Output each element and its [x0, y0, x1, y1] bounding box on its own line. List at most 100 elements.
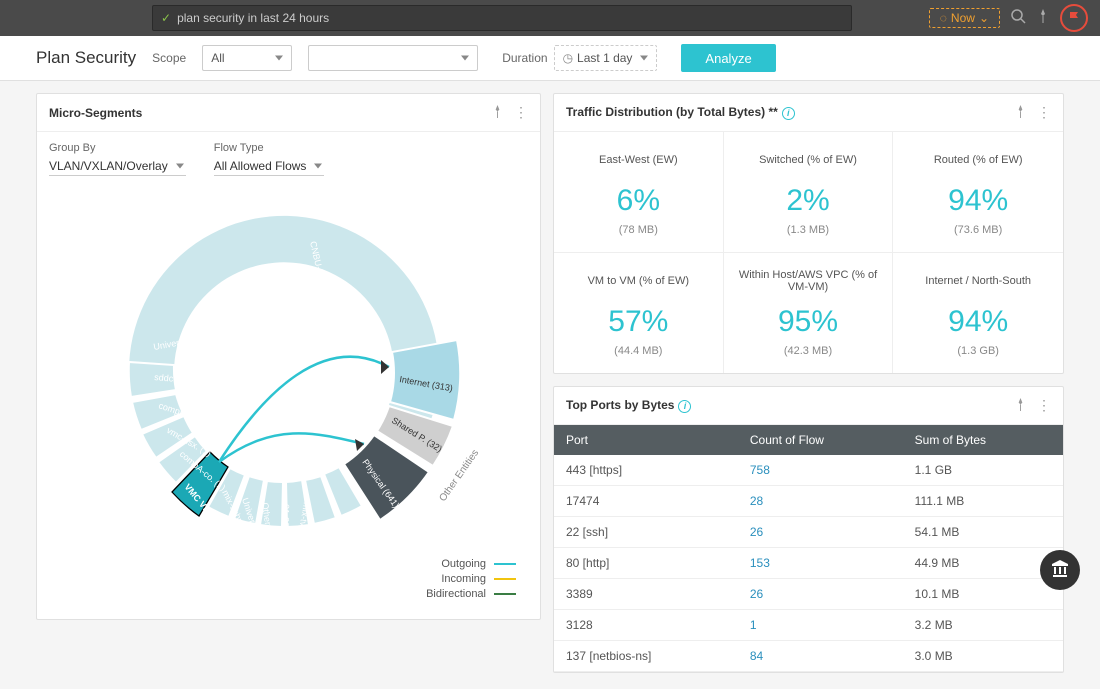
traffic-distribution-panel: Traffic Distribution (by Total Bytes) **… [553, 93, 1064, 374]
group-by-dropdown[interactable]: VLAN/VXLAN/Overlay [49, 157, 186, 176]
flow-type-dropdown[interactable]: All Allowed Flows [214, 157, 325, 176]
check-icon: ✓ [161, 11, 171, 25]
more-icon[interactable]: ⋮ [514, 104, 528, 121]
cell-bytes: 54.1 MB [903, 517, 1063, 548]
dist-value: 6% [564, 184, 713, 218]
now-button[interactable]: ◌ Now ⌄ [929, 8, 1000, 28]
dist-label: Within Host/AWS VPC (% of VM-VM) [734, 267, 883, 295]
swatch-incoming [494, 578, 516, 580]
col-port[interactable]: Port [554, 425, 738, 455]
cell-count[interactable]: 26 [738, 517, 903, 548]
dist-cell: Switched (% of EW)2%(1.3 MB) [724, 132, 894, 253]
radial-chart[interactable]: CNBU-MOL (11) Universa. (2) sddc-cgw. (1… [49, 184, 528, 552]
search-icon[interactable] [1010, 8, 1026, 29]
outer-entities-label: Other Entities [437, 448, 481, 504]
cell-count[interactable]: 26 [738, 579, 903, 610]
seg-src-10: 01-32nm. (1) [280, 504, 291, 552]
cell-bytes: 44.9 MB [903, 548, 1063, 579]
cell-count[interactable]: 153 [738, 548, 903, 579]
micro-body: Group By VLAN/VXLAN/Overlay Flow Type Al… [37, 132, 540, 619]
legend-bidirectional: Bidirectional [426, 588, 486, 600]
pin-icon[interactable] [491, 105, 504, 121]
panel-header: Traffic Distribution (by Total Bytes) **… [554, 94, 1063, 132]
micro-segments-panel: Micro-Segments ⋮ Group By VLAN/VXLAN/Ove… [36, 93, 541, 620]
chevron-down-icon: ⌄ [979, 11, 989, 25]
clock-icon: ◌ [940, 11, 947, 25]
search-input[interactable]: ✓ plan security in last 24 hours [152, 5, 852, 31]
legend-incoming: Incoming [441, 573, 486, 585]
cell-count[interactable]: 758 [738, 455, 903, 486]
ports-table: Port Count of Flow Sum of Bytes 443 [htt… [554, 425, 1063, 672]
cell-port: 17474 [554, 486, 738, 517]
dist-label: VM to VM (% of EW) [564, 267, 713, 295]
flow-line-2 [219, 433, 364, 462]
dist-sub: (42.3 MB) [734, 345, 883, 357]
help-fab[interactable] [1040, 550, 1080, 590]
info-icon[interactable]: i [782, 107, 795, 120]
dist-value: 94% [903, 184, 1053, 218]
flow-type-label: Flow Type [214, 142, 325, 154]
topbar-right: ◌ Now ⌄ [929, 4, 1088, 32]
panel-title: Top Ports by Bytesi [566, 398, 691, 413]
pin-icon[interactable] [1014, 105, 1027, 121]
group-by-label: Group By [49, 142, 186, 154]
flow-type-value: All Allowed Flows [214, 159, 307, 173]
table-row[interactable]: 33892610.1 MB [554, 579, 1063, 610]
dist-label: Routed (% of EW) [903, 146, 1053, 174]
dist-value: 2% [734, 184, 883, 218]
clock-icon: ◷ [563, 51, 573, 65]
cell-port: 3128 [554, 610, 738, 641]
dist-sub: (44.4 MB) [564, 345, 713, 357]
info-icon[interactable]: i [678, 400, 691, 413]
cell-bytes: 10.1 MB [903, 579, 1063, 610]
pin-icon[interactable] [1014, 398, 1027, 414]
panel-header: Micro-Segments ⋮ [37, 94, 540, 132]
dist-label: East-West (EW) [564, 146, 713, 174]
table-row[interactable]: 443 [https]7581.1 GB [554, 455, 1063, 486]
duration-wrap: Duration ◷ Last 1 day [502, 45, 657, 71]
table-row[interactable]: 137 [netbios-ns]843.0 MB [554, 641, 1063, 672]
more-icon[interactable]: ⋮ [1037, 104, 1051, 121]
swatch-outgoing [494, 563, 516, 565]
dist-sub: (78 MB) [564, 224, 713, 236]
cell-port: 3389 [554, 579, 738, 610]
dist-label: Internet / North-South [903, 267, 1053, 295]
table-row[interactable]: 80 [http]15344.9 MB [554, 548, 1063, 579]
scope-dropdown[interactable]: All [202, 45, 292, 71]
col-count[interactable]: Count of Flow [738, 425, 903, 455]
cell-bytes: 1.1 GB [903, 455, 1063, 486]
analyze-button[interactable]: Analyze [681, 44, 775, 72]
cell-count[interactable]: 28 [738, 486, 903, 517]
cell-port: 443 [https] [554, 455, 738, 486]
dist-cell: Routed (% of EW) 94% (73.6 MB) [893, 132, 1063, 253]
filter-bar: Plan Security Scope All Duration ◷ Last … [0, 36, 1100, 81]
more-icon[interactable]: ⋮ [1037, 397, 1051, 414]
dist-grid: East-West (EW) 6% (78 MB) Switched (% of E… [554, 132, 1063, 373]
table-row[interactable]: 312813.2 MB [554, 610, 1063, 641]
top-ports-panel: Top Ports by Bytesi ⋮ Port Count of Flow… [553, 386, 1064, 673]
dist-sub: (73.6 MB) [903, 224, 1053, 236]
dist-cell: Internet / North-South94%(1.3 GB) [893, 253, 1063, 373]
swatch-bidirectional [494, 593, 516, 595]
cell-count[interactable]: 1 [738, 610, 903, 641]
dist-cell: Within Host/AWS VPC (% of VM-VM)95%(42.3… [724, 253, 894, 373]
table-row[interactable]: 1747428111.1 MB [554, 486, 1063, 517]
panel-header: Top Ports by Bytesi ⋮ [554, 387, 1063, 425]
cell-count[interactable]: 84 [738, 641, 903, 672]
duration-dropdown[interactable]: ◷ Last 1 day [554, 45, 658, 71]
micro-controls: Group By VLAN/VXLAN/Overlay Flow Type Al… [49, 142, 528, 176]
pin-icon[interactable] [1036, 9, 1050, 28]
scope2-dropdown[interactable] [308, 45, 478, 71]
duration-value: Last 1 day [577, 51, 632, 65]
col-bytes[interactable]: Sum of Bytes [903, 425, 1063, 455]
group-by-value: VLAN/VXLAN/Overlay [49, 159, 168, 173]
table-row[interactable]: 22 [ssh]2654.1 MB [554, 517, 1063, 548]
scope-value: All [211, 51, 224, 65]
right-column: Traffic Distribution (by Total Bytes) **… [553, 93, 1064, 673]
duration-label: Duration [502, 51, 547, 65]
dist-sub: (1.3 GB) [903, 345, 1053, 357]
cell-bytes: 3.2 MB [903, 610, 1063, 641]
panel-title: Micro-Segments [49, 106, 142, 120]
alert-flag-icon[interactable] [1060, 4, 1088, 32]
dist-cell: East-West (EW) 6% (78 MB) [554, 132, 724, 253]
